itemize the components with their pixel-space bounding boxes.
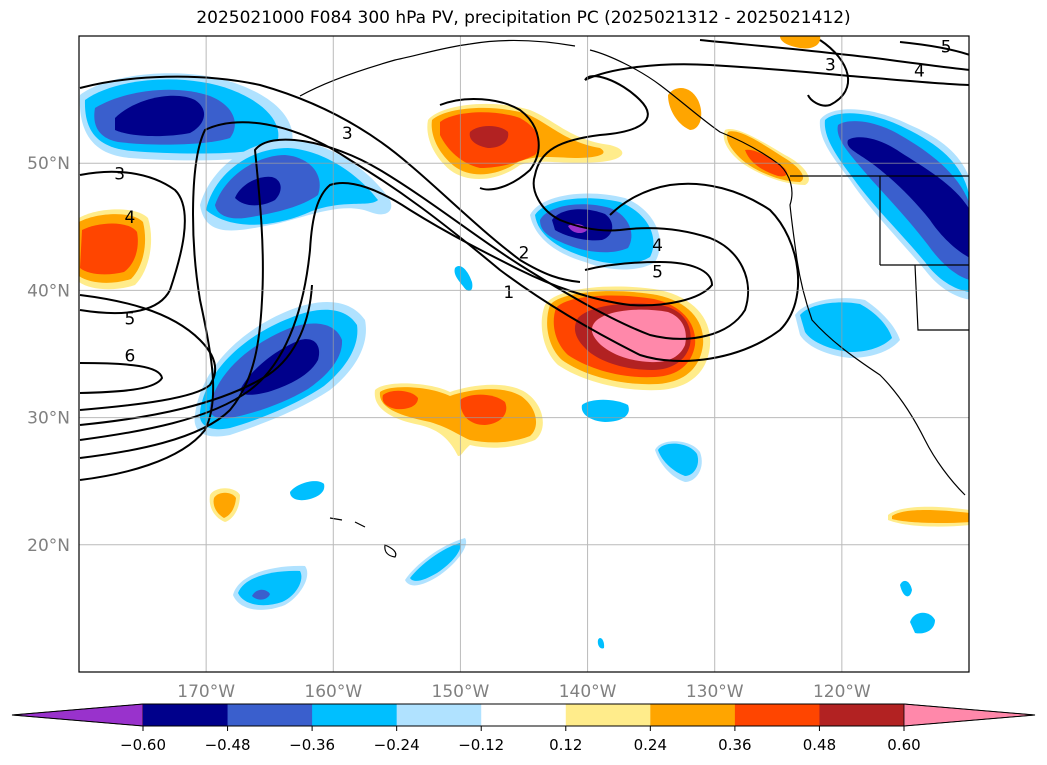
pv-contour-label: 6 xyxy=(124,347,135,367)
colorbar-segment xyxy=(481,704,567,726)
colorbar-tick-label: 0.36 xyxy=(718,736,751,754)
pv-contours xyxy=(79,39,969,481)
coastlines xyxy=(299,39,969,558)
colorbar-segment xyxy=(734,704,820,726)
latitude-tick-labels: 50°N 40°N 30°N 20°N xyxy=(27,154,70,556)
colorbar-tick-label: −0.48 xyxy=(205,736,251,754)
pv-contour-label: 5 xyxy=(652,263,663,283)
colorbar-tick-label: 0.48 xyxy=(803,736,836,754)
pv-contour-label: 4 xyxy=(124,208,135,228)
colorbar-tick-label: −0.24 xyxy=(374,736,420,754)
colorbar-segment xyxy=(143,704,229,726)
lat-tick-label: 50°N xyxy=(27,154,70,174)
colorbar-tick-label: 0.12 xyxy=(549,736,582,754)
gridlines xyxy=(79,36,969,672)
lon-tick-label: 160°W xyxy=(304,682,362,702)
colorbar-segment xyxy=(227,704,313,726)
colorbar-tick-label: −0.36 xyxy=(289,736,335,754)
longitude-tick-labels: 170°W 160°W 150°W 140°W 130°W 120°W xyxy=(177,682,871,702)
pv-contour-label: 3 xyxy=(825,55,836,75)
colorbar-extend-low xyxy=(11,703,144,727)
lon-tick-label: 170°W xyxy=(177,682,235,702)
map-title: 2025021000 F084 300 hPa PV, precipitatio… xyxy=(196,8,851,28)
colorbar-tick-label: 0.24 xyxy=(634,736,667,754)
colorbar: −0.60 −0.48 −0.36 −0.24 −0.12 0.12 0.24 0.36 0.4… xyxy=(11,703,1036,754)
pv-contour-label: 4 xyxy=(652,236,663,256)
lon-tick-label: 130°W xyxy=(686,682,744,702)
pv-contour-label: 3 xyxy=(342,124,353,144)
colorbar-segment xyxy=(565,704,651,726)
pv-contour-label: 2 xyxy=(519,244,530,264)
pv-contour-label: 1 xyxy=(503,283,514,303)
lon-tick-label: 150°W xyxy=(432,682,490,702)
colorbar-segment xyxy=(650,704,736,726)
colorbar-tick-label: −0.60 xyxy=(120,736,166,754)
colorbar-tick-label: 0.60 xyxy=(887,736,920,754)
lon-tick-label: 120°W xyxy=(813,682,871,702)
lat-tick-label: 40°N xyxy=(27,281,70,301)
pv-contour-label: 4 xyxy=(914,62,925,82)
pv-contour-label: 5 xyxy=(941,37,952,57)
pv-contour-label: 3 xyxy=(114,165,125,185)
colorbar-tick-label: −0.12 xyxy=(458,736,504,754)
colorbar-segment xyxy=(396,704,482,726)
lat-tick-label: 20°N xyxy=(27,536,70,556)
colorbar-segment xyxy=(819,704,905,726)
colorbar-extend-high xyxy=(903,703,1036,727)
map-frame xyxy=(78,35,970,673)
colorbar-segment xyxy=(312,704,398,726)
pv-contour-label: 5 xyxy=(124,310,135,330)
lon-tick-label: 140°W xyxy=(559,682,617,702)
lat-tick-label: 30°N xyxy=(27,409,70,429)
